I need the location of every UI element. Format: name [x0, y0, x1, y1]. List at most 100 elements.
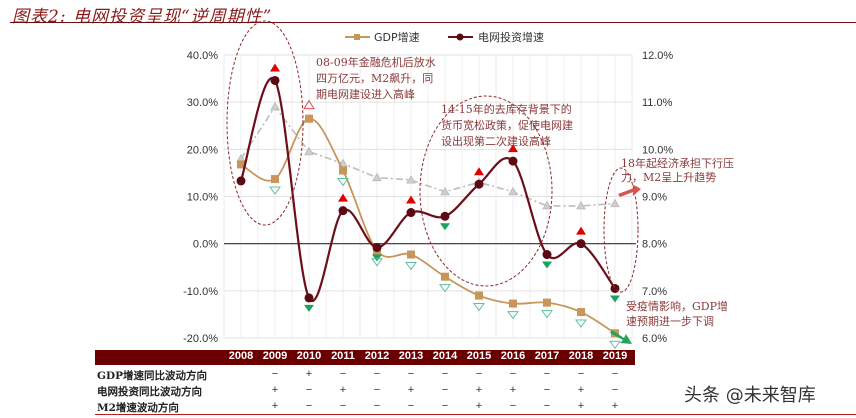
m2-marker [406, 174, 416, 184]
legend-grid-marker [456, 33, 464, 41]
gdp-marker [577, 308, 585, 317]
gdp-marker [305, 114, 313, 123]
annotation-2018: 18年起经济承担下行压 [621, 156, 734, 170]
gdp-marker [543, 298, 551, 307]
table-year-header: 2016 [500, 350, 526, 362]
table-cell: + [577, 384, 585, 396]
annotation-2009: 四万亿元，M2飙升，同 [316, 71, 433, 85]
m2-line [240, 105, 616, 207]
m2-marker [372, 172, 382, 182]
down-hollow-arrow-icon [439, 284, 451, 293]
table-cell: + [339, 384, 347, 396]
table-year-header: 2012 [364, 350, 390, 362]
m2-marker [440, 186, 450, 196]
highlight-ellipse-2009 [226, 20, 304, 226]
grid-investment-marker [474, 179, 484, 189]
table-cell: − [509, 400, 517, 412]
annotation-2019: 速预期进一步下调 [626, 315, 714, 328]
table-year-header: 2008 [228, 350, 254, 362]
table-cell: − [441, 384, 449, 396]
gdp-marker [475, 291, 483, 300]
annotation-2019: 受疫情影响，GDP增 [626, 299, 728, 313]
down-hollow-arrow-icon [405, 262, 417, 271]
gdp-marker [271, 175, 279, 184]
left-axis-tick: 20.0% [187, 144, 218, 156]
gdp-marker [407, 250, 415, 259]
down-hollow-arrow-icon [609, 340, 621, 350]
table-cell: − [441, 368, 449, 380]
up-arrow-icon [406, 195, 416, 204]
right-axis-tick: 9.0% [642, 192, 667, 204]
annotation-2018: 力，M2呈上升趋势 [621, 171, 716, 184]
annotation-2009: 08-09年金融危机后放水 [316, 55, 436, 69]
table-cell: + [271, 384, 279, 396]
table-cell: − [543, 400, 551, 412]
table-cell: − [373, 368, 381, 380]
table-row-label: GDP增速同比波动方向 [97, 370, 207, 382]
legend-gdp-label: GDP增速 [374, 30, 420, 44]
left-axis-tick: -10.0% [183, 286, 218, 298]
annotation-2015: 设出现第二次建设高峰 [441, 134, 551, 148]
table-cell: + [475, 400, 483, 412]
up-arrow-icon [508, 144, 518, 153]
line-chart: 40.0% 30.0% 20.0% 10.0% 0.0% -10.0% -20.0% 12.0… [183, 20, 734, 350]
down-arrow-icon [440, 223, 450, 231]
table-cell: − [407, 368, 415, 380]
grid-investment-marker [304, 293, 314, 303]
annotation-2015: 货币宽松政策，促使电网建 [441, 118, 573, 132]
up-arrow-icon [270, 63, 280, 72]
right-axis-tick: 8.0% [642, 239, 667, 251]
arrow-icon-red [618, 184, 641, 197]
highlight-ellipse-2018 [603, 167, 639, 293]
table-cell: + [577, 400, 585, 412]
right-axis-tick: 12.0% [642, 50, 673, 62]
up-arrow-icon [474, 167, 484, 176]
grid-investment-marker [440, 211, 450, 221]
table-cell: − [305, 400, 313, 412]
legend-grid-label: 电网投资增速 [478, 30, 544, 44]
table-year-header: 2010 [296, 350, 322, 362]
table-cell: + [305, 368, 313, 380]
table-year-header: 2015 [466, 350, 492, 362]
down-arrow-icon [304, 304, 314, 312]
down-hollow-arrow-icon [541, 310, 553, 319]
table-year-header: 2009 [262, 350, 288, 362]
down-hollow-arrow-icon [269, 186, 281, 195]
highlight-ellipse-2015 [419, 95, 553, 287]
grid-investment-marker [576, 239, 586, 249]
watermark: 头条 @未来智库 [684, 385, 816, 406]
legend-gdp-marker [354, 34, 360, 40]
table-year-header: 2017 [534, 350, 560, 362]
table-year-header: 2019 [602, 350, 628, 362]
down-hollow-arrow-icon [507, 311, 519, 320]
down-hollow-arrow-icon [371, 258, 383, 267]
table-cell: − [373, 400, 381, 412]
annotation-2009: 期电网建设进入高峰 [316, 87, 415, 101]
grid-investment-marker [372, 242, 382, 252]
grid-investment-marker [338, 206, 348, 216]
table-cell: − [509, 368, 517, 380]
grid-investment-marker [270, 75, 280, 85]
left-axis-tick: 40.0% [187, 50, 218, 62]
table-cell: − [407, 400, 415, 412]
right-axis-tick: 7.0% [642, 286, 667, 298]
table-year-header: 2014 [432, 350, 458, 362]
left-axis-tick: 10.0% [187, 192, 218, 204]
table-header-row: 2008 2009 2010 2011 2012 2013 2014 2015 2016 2017… [95, 350, 635, 365]
table-bottom-rule [95, 414, 856, 415]
table-year-header: 2018 [568, 350, 594, 362]
table-cell: + [475, 384, 483, 396]
table-cell: + [407, 384, 415, 396]
left-axis-tick: -20.0% [183, 333, 218, 345]
table-cell: − [543, 384, 551, 396]
right-axis-tick: 10.0% [642, 144, 673, 156]
table-cell: + [509, 384, 517, 396]
down-hollow-arrow-icon [337, 178, 349, 187]
table-cell: − [339, 400, 347, 412]
grid-investment-marker [406, 208, 416, 218]
up-arrow-icon [576, 226, 586, 235]
down-arrow-icon [610, 295, 620, 303]
table-row-label: 电网投资同比波动方向 [97, 386, 202, 398]
table-cell: − [543, 368, 551, 380]
table-cell: + [611, 400, 619, 412]
